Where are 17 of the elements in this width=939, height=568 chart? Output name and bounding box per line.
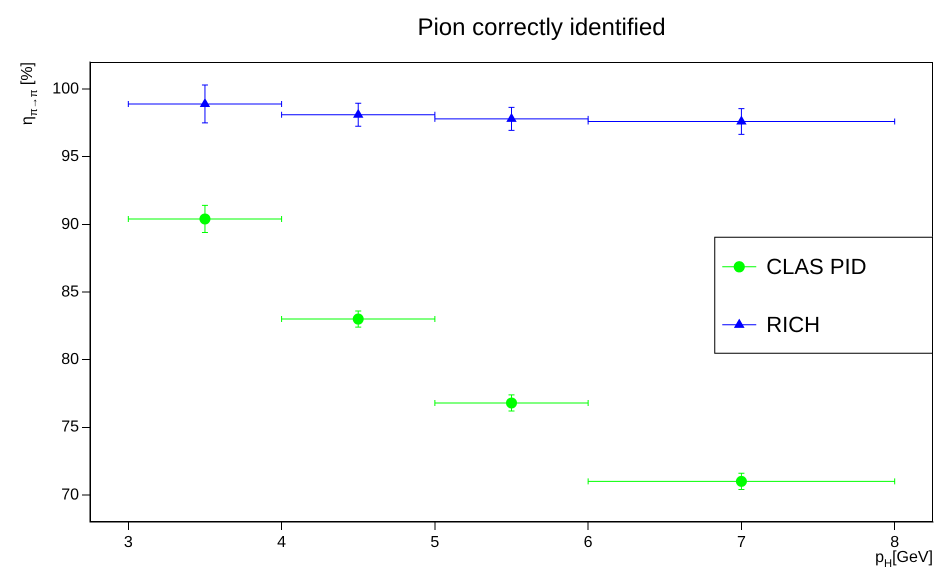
- x-tick-label: 8: [890, 534, 900, 552]
- legend-label: CLAS PID: [766, 254, 867, 279]
- x-tick-label: 7: [736, 534, 746, 552]
- x-tick-label: 4: [277, 534, 286, 552]
- y-tick-label: 75: [61, 418, 80, 436]
- y-tick-label: 90: [61, 216, 80, 233]
- chart-title: Pion correctly identified: [417, 14, 666, 41]
- x-tick-label: 6: [584, 534, 593, 552]
- x-tick-label: 3: [124, 534, 133, 552]
- y-tick-label: 70: [61, 486, 80, 504]
- y-tick-label: 85: [61, 283, 80, 300]
- y-axis-title: ηπ→π [%]: [19, 62, 40, 126]
- y-tick-label: 100: [52, 80, 80, 98]
- x-tick-label: 5: [430, 534, 440, 552]
- y-tick-label: 95: [61, 148, 80, 166]
- legend-label: RICH: [766, 312, 820, 337]
- y-tick-label: 80: [61, 351, 80, 368]
